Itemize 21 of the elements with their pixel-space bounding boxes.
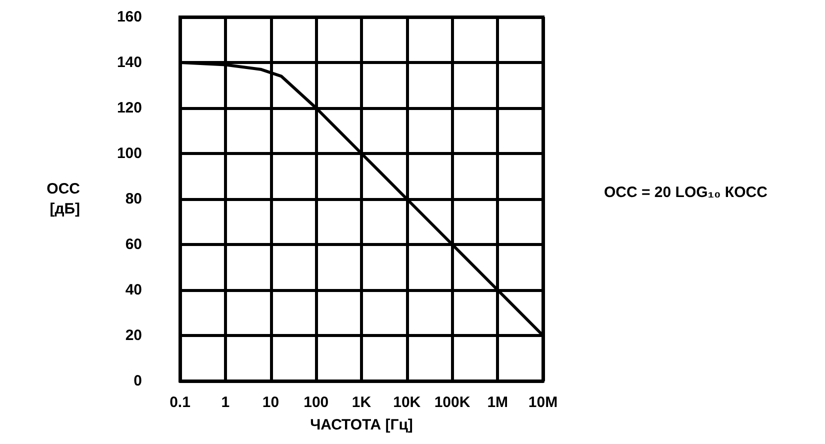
y-axis-title: ОСС [дБ] — [46, 180, 80, 218]
y-tick-label: 40 — [125, 282, 142, 298]
x-tick-label: 10 — [262, 394, 280, 411]
y-tick-label: 80 — [125, 190, 142, 208]
x-tick-label: 0.1 — [170, 394, 190, 411]
text: ОСС = 20 LOG₁₀ КОСС — [604, 184, 768, 201]
x-axis-title: ЧАСТОТА [Гц] — [310, 416, 413, 434]
y-tick-label: 60 — [125, 236, 142, 253]
x-tick-label: 1M — [487, 394, 508, 411]
x-tick-label: 100 — [304, 394, 329, 411]
y-tick-label: 0 — [134, 372, 142, 390]
x-tick-label: 100K — [434, 394, 470, 411]
y-tick-label: 120 — [116, 100, 142, 116]
x-tick-label: 10M — [528, 394, 558, 411]
x-tick-label: 1K — [352, 394, 372, 411]
y-tick-label: 140 — [116, 54, 142, 71]
x-tick-label: 1 — [221, 394, 230, 411]
y-tick-label: 20 — [125, 327, 142, 344]
y-tick-label: 100 — [116, 145, 142, 162]
x-tick-label: 10K — [393, 394, 421, 411]
y-tick-label: 160 — [116, 8, 142, 26]
